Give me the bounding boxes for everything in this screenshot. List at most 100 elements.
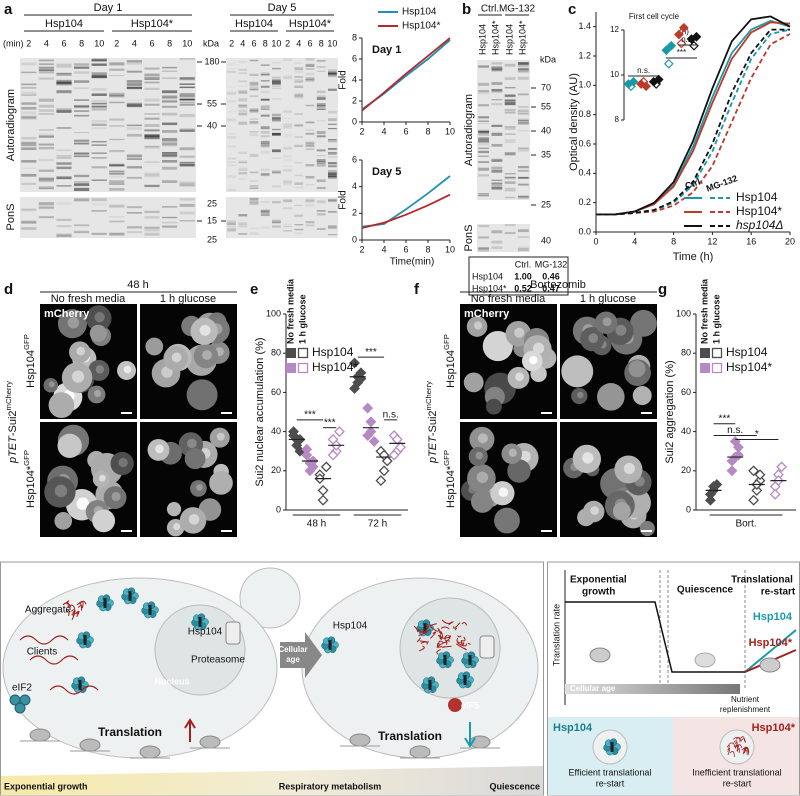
label: re-start bbox=[761, 587, 796, 598]
gel-band bbox=[126, 87, 142, 90]
label: 25 bbox=[207, 198, 217, 208]
gel-band bbox=[238, 104, 248, 107]
point bbox=[334, 426, 345, 438]
gel-band bbox=[283, 147, 292, 150]
gel-band bbox=[478, 137, 490, 140]
gel-band bbox=[238, 233, 248, 235]
aggregate-strand bbox=[444, 634, 448, 639]
label: 25 bbox=[541, 199, 551, 209]
legend-label: Hsp104 bbox=[726, 345, 768, 359]
gel-band bbox=[162, 112, 178, 116]
nucleus-spot bbox=[76, 497, 90, 511]
gel-band bbox=[316, 213, 326, 216]
gel bbox=[477, 60, 530, 200]
gel-band bbox=[328, 173, 337, 175]
gel-band bbox=[91, 120, 107, 123]
label: Translation bbox=[378, 729, 442, 743]
gel-band bbox=[21, 160, 37, 162]
gel-band bbox=[260, 209, 270, 213]
aggregate-strand bbox=[429, 623, 437, 627]
gel-band bbox=[91, 88, 107, 91]
cell bbox=[184, 448, 206, 470]
gel-band bbox=[109, 164, 125, 167]
nucleus-spot bbox=[602, 317, 612, 327]
gel-band bbox=[272, 225, 281, 228]
gel-band bbox=[74, 80, 90, 83]
gel-band bbox=[272, 149, 281, 152]
point bbox=[674, 29, 684, 40]
hsp104-core bbox=[198, 617, 202, 627]
aggregate-strand bbox=[736, 748, 741, 754]
gel-band bbox=[283, 126, 292, 129]
label: Ctrl. bbox=[515, 259, 532, 269]
gel-band bbox=[38, 146, 54, 150]
y-tick-label: 40 bbox=[681, 426, 691, 436]
gel-band bbox=[478, 194, 490, 197]
gel-band bbox=[74, 184, 90, 187]
label: 15 bbox=[207, 215, 217, 225]
gel-band bbox=[91, 74, 107, 78]
gel-band bbox=[294, 79, 304, 82]
gel-band bbox=[504, 108, 516, 111]
label: 2 bbox=[114, 38, 119, 48]
gel-band bbox=[38, 104, 54, 108]
nucleus-spot bbox=[118, 457, 128, 468]
gel-band bbox=[109, 94, 125, 98]
gel-band bbox=[227, 111, 236, 112]
gel-band bbox=[517, 64, 529, 68]
label: Translation rate bbox=[551, 604, 561, 666]
gel-band bbox=[478, 139, 490, 142]
aggregate-strand bbox=[436, 649, 441, 655]
gel-band bbox=[162, 129, 178, 133]
gel-band bbox=[238, 68, 248, 71]
gel-band bbox=[249, 95, 259, 97]
x-label: Time(min) bbox=[390, 257, 435, 268]
gel-band bbox=[144, 81, 160, 84]
gel-band bbox=[283, 123, 292, 127]
gel-band bbox=[504, 103, 516, 105]
gel-band bbox=[478, 167, 490, 171]
gel-band bbox=[305, 199, 315, 203]
gel-band bbox=[517, 169, 529, 172]
gel-band bbox=[238, 225, 248, 228]
gel-band bbox=[249, 73, 259, 76]
gel-band bbox=[478, 120, 490, 122]
gel-band bbox=[328, 123, 337, 125]
aggregate-strand bbox=[733, 737, 742, 742]
hsp104-core bbox=[128, 591, 132, 601]
label: 55 bbox=[541, 101, 551, 111]
gel-band bbox=[305, 148, 315, 151]
point bbox=[769, 488, 781, 500]
gel-band bbox=[249, 82, 259, 86]
label: 4 bbox=[240, 38, 245, 48]
label: Respiratory metabolism bbox=[279, 781, 382, 791]
y-tick-label: 0.4 bbox=[578, 168, 591, 178]
label: re-start bbox=[723, 778, 752, 788]
aggregate-strand bbox=[72, 610, 76, 617]
gel-band bbox=[109, 164, 125, 166]
text-part: pTET bbox=[7, 435, 19, 464]
gel-band bbox=[56, 111, 72, 113]
gel-band bbox=[249, 185, 259, 187]
cell bbox=[463, 372, 484, 393]
gel-band bbox=[109, 62, 125, 66]
gel-band bbox=[283, 75, 292, 79]
label: 55 bbox=[207, 98, 217, 108]
gel-band bbox=[504, 176, 516, 180]
nucleus-spot bbox=[94, 312, 105, 323]
point bbox=[751, 484, 763, 496]
gel-band bbox=[162, 152, 178, 154]
gel-band bbox=[162, 205, 178, 208]
gel-band bbox=[260, 150, 270, 154]
gel-band bbox=[305, 197, 315, 202]
aggregate-strand bbox=[413, 625, 421, 632]
label: 8 bbox=[79, 38, 84, 48]
hsp104-core bbox=[148, 605, 152, 615]
gel-band bbox=[179, 58, 195, 60]
aggregate-strand bbox=[65, 609, 70, 616]
gel-band bbox=[504, 190, 516, 192]
gel-band bbox=[517, 236, 529, 238]
x-tick-label: 4 bbox=[381, 126, 386, 136]
gel-band bbox=[249, 86, 259, 90]
gel-band bbox=[260, 99, 270, 101]
